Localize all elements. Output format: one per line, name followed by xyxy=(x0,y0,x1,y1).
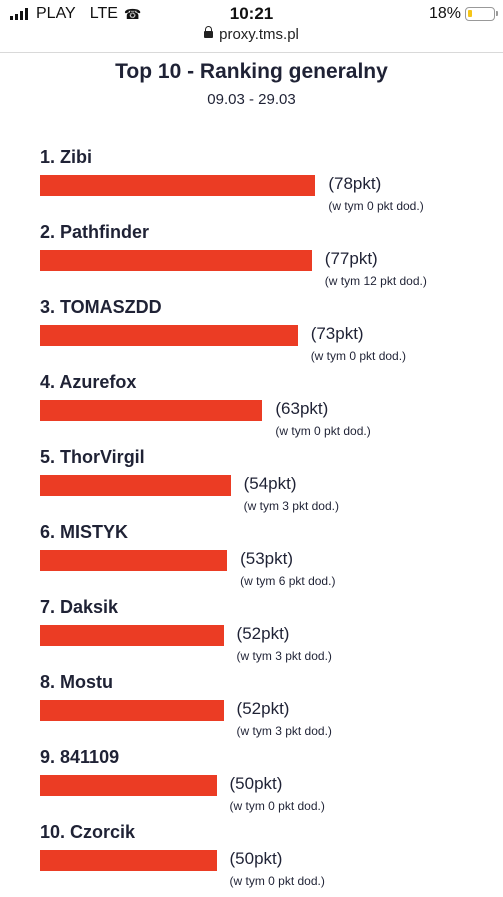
battery-percent: 18% xyxy=(428,5,461,22)
url-text: proxy.tms.pl xyxy=(219,26,299,43)
bonus-points-label: (w tym 3 pkt dod.) xyxy=(236,724,332,738)
score-label: (50pkt) xyxy=(229,849,283,868)
player-name: 5. ThorVirgil xyxy=(40,447,145,467)
clock: 10:21 xyxy=(229,4,274,23)
bonus-points-label: (w tym 0 pkt dod.) xyxy=(275,424,371,438)
ranking-row: 7. Daksik (52pkt) (w tym 3 pkt dod.) xyxy=(0,597,503,672)
player-name: 1. Zibi xyxy=(40,147,93,167)
bonus-points-label: (w tym 0 pkt dod.) xyxy=(229,799,325,813)
score-bar xyxy=(40,475,231,496)
score-bar xyxy=(40,250,312,271)
signal-icon xyxy=(10,8,28,20)
status-right: 18% xyxy=(428,5,498,23)
ranking-row: 3. TOMASZDD (73pkt) (w tym 0 pkt dod.) xyxy=(0,297,503,372)
score-label: (53pkt) xyxy=(240,549,293,568)
score-label: (52pkt) xyxy=(236,699,290,718)
bonus-points-label: (w tym 12 pkt dod.) xyxy=(324,274,427,288)
chart-subtitle: 09.03 - 29.03 xyxy=(207,91,296,108)
bonus-points-label: (w tym 3 pkt dod.) xyxy=(243,499,339,513)
score-bar xyxy=(40,775,217,796)
bonus-points-label: (w tym 0 pkt dod.) xyxy=(328,199,424,213)
status-bar: PLAY LTE ☎ 10:21 18% xyxy=(0,0,503,28)
chart-title: Top 10 - Ranking generalny xyxy=(115,60,388,83)
ranking-row: 5. ThorVirgil (54pkt) (w tym 3 pkt dod.) xyxy=(0,447,503,522)
lock-icon xyxy=(204,26,214,38)
score-bar xyxy=(40,625,224,646)
score-label: (63pkt) xyxy=(275,399,329,418)
battery-icon xyxy=(465,7,498,21)
score-bar xyxy=(40,325,298,346)
bonus-points-label: (w tym 3 pkt dod.) xyxy=(236,649,332,663)
call-forward-icon: ☎ xyxy=(123,5,142,22)
player-name: 6. MISTYK xyxy=(40,522,129,542)
score-bar xyxy=(40,700,224,721)
player-name: 8. Mostu xyxy=(40,672,114,692)
ranking-row: 1. Zibi (78pkt) (w tym 0 pkt dod.) xyxy=(0,147,503,222)
ranking-row: 6. MISTYK (53pkt) (w tym 6 pkt dod.) xyxy=(0,522,503,597)
network-label: LTE xyxy=(89,5,118,22)
score-bar xyxy=(40,850,217,871)
score-label: (73pkt) xyxy=(310,324,364,343)
ranking-row: 4. Azurefox (63pkt) (w tym 0 pkt dod.) xyxy=(0,372,503,447)
score-bar xyxy=(40,400,263,421)
address-bar[interactable]: proxy.tms.pl xyxy=(0,26,503,53)
player-name: 4. Azurefox xyxy=(40,372,137,392)
ranking-row: 8. Mostu (52pkt) (w tym 3 pkt dod.) xyxy=(0,672,503,747)
ranking-row: 9. 841109 (50pkt) (w tym 0 pkt dod.) xyxy=(0,747,503,822)
status-left: PLAY LTE ☎ xyxy=(10,5,141,23)
score-bar xyxy=(40,550,228,571)
battery-fill xyxy=(468,10,472,17)
score-label: (50pkt) xyxy=(229,774,283,793)
player-name: 10. Czorcik xyxy=(40,822,136,842)
ranking-row: 2. Pathfinder (77pkt) (w tym 12 pkt dod.) xyxy=(0,222,503,297)
bonus-points-label: (w tym 0 pkt dod.) xyxy=(229,874,325,888)
score-bar xyxy=(40,175,316,196)
score-label: (52pkt) xyxy=(236,624,290,643)
player-name: 9. 841109 xyxy=(40,747,120,767)
player-name: 7. Daksik xyxy=(40,597,119,617)
bonus-points-label: (w tym 0 pkt dod.) xyxy=(310,349,407,363)
player-name: 2. Pathfinder xyxy=(40,222,150,242)
ranking-row: 10. Czorcik (50pkt) (w tym 0 pkt dod.) xyxy=(0,822,503,897)
carrier-label: PLAY xyxy=(36,5,76,22)
score-label: (54pkt) xyxy=(243,474,297,493)
bonus-points-label: (w tym 6 pkt dod.) xyxy=(240,574,336,588)
player-name: 3. TOMASZDD xyxy=(40,297,162,317)
score-label: (77pkt) xyxy=(324,249,378,268)
score-label: (78pkt) xyxy=(328,174,382,193)
